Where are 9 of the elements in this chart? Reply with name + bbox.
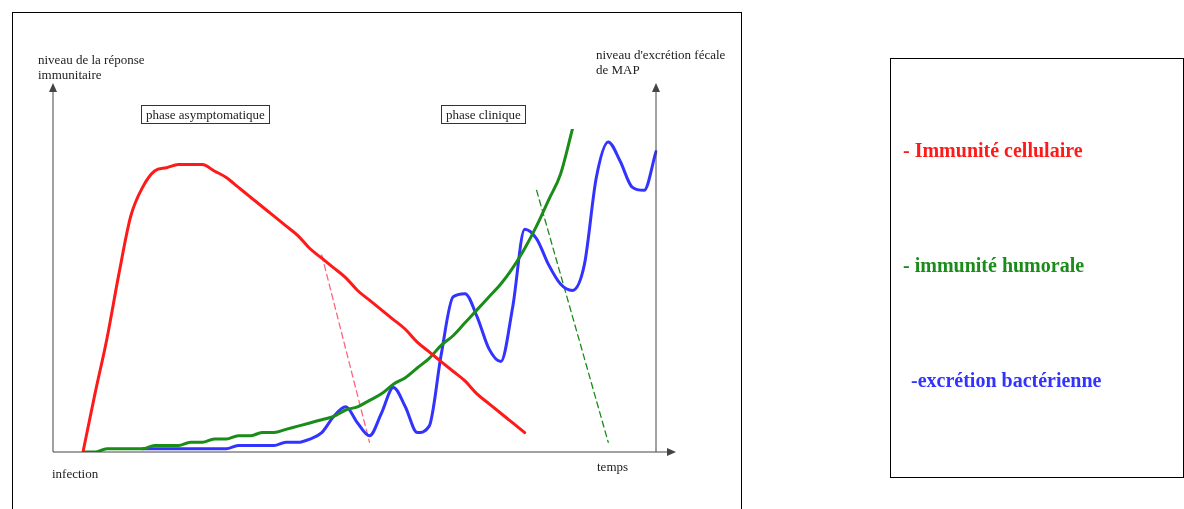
- text: phase clinique: [441, 105, 526, 124]
- text: infection: [52, 466, 99, 481]
- text: -excrétion bactérienne: [911, 369, 1102, 392]
- text: - immunité humorale: [903, 254, 1085, 277]
- text: - Immunité cellulaire: [903, 139, 1083, 162]
- y2-axis-title: niveau d'excrétion fécale de MAP: [596, 47, 727, 77]
- text: phase asymptomatique: [141, 105, 270, 124]
- x-axis-title: temps: [597, 459, 629, 474]
- y-axis-title: niveau de la réponse immunitaire: [38, 52, 146, 82]
